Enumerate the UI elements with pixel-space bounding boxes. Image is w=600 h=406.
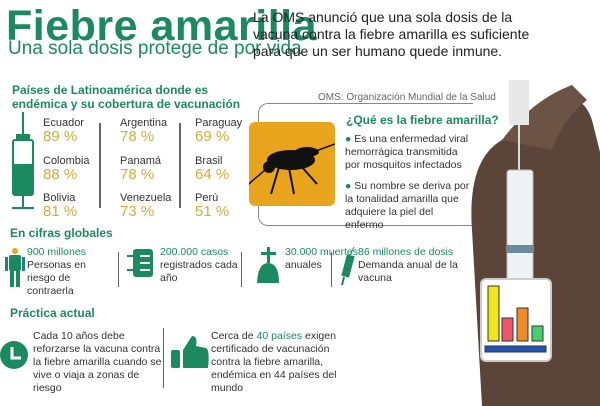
country-coverage: Argentina 78 %: [120, 117, 167, 144]
country-coverage: Colombia 88 %: [43, 155, 89, 182]
stat-divider: [241, 252, 242, 287]
country-percent: 81 %: [43, 203, 78, 220]
practice-item-booster: Cada 10 años debe reforzarse la vacuna c…: [33, 330, 162, 394]
country-name: Bolivia: [43, 192, 76, 204]
global-stat-highlight: 30.000 muertes: [285, 246, 358, 258]
global-stat-text: Demanda anual de la vacuna: [358, 259, 458, 284]
country-name: Panamá: [120, 155, 161, 167]
global-stat: 900 millones Personas en riesgo de contra…: [27, 246, 117, 298]
syringe-icon: [12, 112, 34, 209]
country-percent: 51 %: [195, 203, 230, 220]
stat-divider: [118, 252, 119, 287]
list-icon: [127, 247, 155, 284]
global-stat-highlight: 86 millones de dosis: [358, 246, 454, 258]
country-coverage: Brasil 64 %: [195, 155, 229, 182]
country-percent: 69 %: [195, 128, 230, 145]
country-name: Argentina: [120, 117, 168, 129]
country-percent: 73 %: [120, 203, 155, 220]
global-stat: 30.000 muertes anuales: [285, 246, 375, 272]
bullet-icon: ●: [345, 133, 355, 145]
intro-text: La OMS anunció que una sola dosis de la …: [253, 9, 530, 59]
global-stat-text: Personas en riesgo de contraerla: [27, 259, 86, 297]
oms-note: OMS: Organización Mundial de la Salud: [318, 92, 496, 103]
global-stat: 86 millones de dosis Demanda anual de la …: [358, 246, 478, 285]
country-name: Venezuela: [120, 192, 172, 204]
country-percent: 88 %: [43, 166, 78, 183]
bullet-icon: ●: [345, 180, 355, 192]
country-name: Perú: [195, 192, 219, 204]
mosquito-panel: [243, 122, 336, 206]
bullet-text: Es una enfermedad viral hemorrágica tran…: [345, 133, 469, 171]
what-is-bullet: ● Es una enfermedad viral hemorrágica tr…: [345, 133, 475, 172]
practice-divider: [163, 328, 164, 388]
mosquito-icon: [243, 143, 336, 195]
global-stat-text: anuales: [285, 259, 322, 271]
clock-icon: [0, 341, 28, 369]
country-coverage: Paraguay 69 %: [195, 117, 242, 144]
page-title: Fiebre amarilla: [6, 2, 318, 50]
page-subtitle: Una sola dosis protege de por vida: [8, 38, 302, 59]
practice-heading: Práctica actual: [10, 306, 95, 320]
country-name: Colombia: [43, 155, 90, 167]
person-icon: [4, 247, 26, 294]
global-stat-text: registrados cada año: [160, 259, 238, 284]
country-coverage: Venezuela 73 %: [120, 192, 171, 219]
country-percent: 78 %: [120, 128, 155, 145]
syringe-icon: [340, 246, 356, 290]
global-heading: En cifras globales: [10, 226, 113, 240]
coverage-heading: Países de Latinoamérica donde es endémic…: [12, 83, 241, 111]
country-percent: 64 %: [195, 166, 230, 183]
certificate-highlight: 40 países: [256, 330, 303, 342]
country-percent: 89 %: [43, 128, 78, 145]
what-is-title: ¿Qué es la fiebre amarilla?: [346, 113, 499, 127]
global-stat: 200.000 casos registrados cada año: [160, 246, 250, 285]
country-coverage: Ecuador 89 %: [43, 117, 84, 144]
thumbs-up-icon: [171, 336, 209, 368]
stat-divider: [331, 252, 332, 287]
certificate-text-end: exigen certificado de vacunación contra …: [211, 330, 337, 394]
column-divider: [99, 123, 101, 208]
country-name: Paraguay: [195, 117, 243, 129]
what-is-bullet: ● Su nombre se deriva por la tonalidad a…: [345, 180, 470, 232]
country-coverage: Perú 51 %: [195, 192, 229, 219]
global-stat-highlight: 200.000 casos: [160, 246, 229, 258]
country-name: Brasil: [195, 155, 223, 167]
country-name: Ecuador: [43, 117, 84, 129]
bullet-text: Su nombre se deriva por la tonalidad ama…: [345, 180, 470, 231]
column-divider: [179, 123, 181, 208]
bar-chart-icon: [484, 285, 547, 353]
global-stat-highlight: 900 millones: [27, 246, 86, 258]
country-percent: 78 %: [120, 166, 155, 183]
certificate-text-start: Cerca de: [211, 330, 257, 342]
country-coverage: Bolivia 81 %: [43, 192, 77, 219]
bar-chart-logo: [480, 278, 552, 362]
practice-item-certificate: Cerca de 40 países exigen certificado de…: [211, 330, 351, 395]
country-coverage: Panamá 78 %: [120, 155, 161, 182]
grave-icon: [256, 247, 280, 288]
